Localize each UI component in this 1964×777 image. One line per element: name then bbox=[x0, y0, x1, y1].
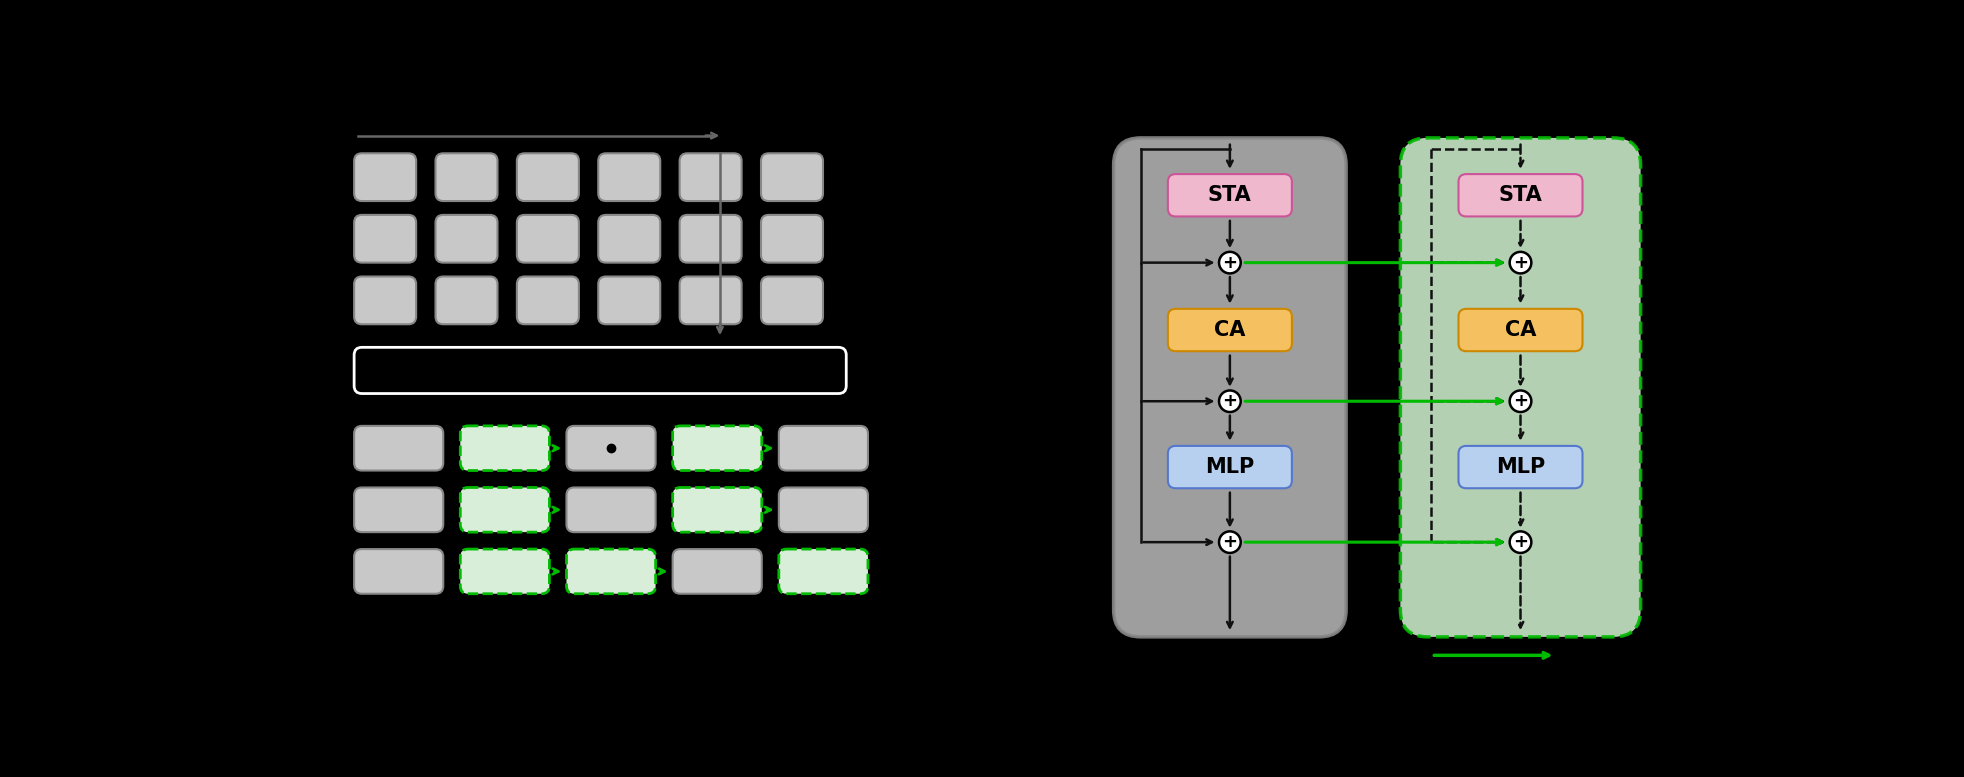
FancyBboxPatch shape bbox=[1114, 138, 1345, 637]
FancyBboxPatch shape bbox=[566, 426, 656, 471]
FancyBboxPatch shape bbox=[672, 549, 762, 594]
Text: +: + bbox=[1222, 253, 1237, 272]
FancyBboxPatch shape bbox=[354, 347, 846, 393]
FancyBboxPatch shape bbox=[436, 153, 497, 201]
FancyBboxPatch shape bbox=[778, 487, 868, 532]
FancyBboxPatch shape bbox=[597, 153, 660, 201]
FancyBboxPatch shape bbox=[354, 277, 416, 324]
FancyBboxPatch shape bbox=[460, 549, 550, 594]
FancyBboxPatch shape bbox=[566, 487, 656, 532]
FancyBboxPatch shape bbox=[460, 487, 550, 532]
Text: STA: STA bbox=[1208, 185, 1251, 205]
FancyBboxPatch shape bbox=[1167, 308, 1290, 351]
Text: +: + bbox=[1512, 253, 1528, 272]
Text: CA: CA bbox=[1504, 320, 1536, 340]
FancyBboxPatch shape bbox=[680, 215, 740, 263]
Text: MLP: MLP bbox=[1495, 457, 1544, 477]
FancyBboxPatch shape bbox=[1457, 446, 1581, 488]
FancyBboxPatch shape bbox=[760, 153, 823, 201]
Circle shape bbox=[1508, 531, 1530, 553]
FancyBboxPatch shape bbox=[1457, 174, 1581, 217]
FancyBboxPatch shape bbox=[778, 426, 868, 471]
FancyBboxPatch shape bbox=[1167, 174, 1290, 217]
FancyBboxPatch shape bbox=[672, 426, 762, 471]
FancyBboxPatch shape bbox=[1457, 308, 1581, 351]
Text: +: + bbox=[1512, 533, 1528, 551]
Text: STA: STA bbox=[1499, 185, 1542, 205]
FancyBboxPatch shape bbox=[680, 277, 740, 324]
FancyBboxPatch shape bbox=[354, 215, 416, 263]
Circle shape bbox=[1508, 252, 1530, 274]
Text: +: + bbox=[1222, 533, 1237, 551]
FancyBboxPatch shape bbox=[597, 277, 660, 324]
FancyBboxPatch shape bbox=[354, 153, 416, 201]
FancyBboxPatch shape bbox=[354, 549, 444, 594]
FancyBboxPatch shape bbox=[566, 549, 656, 594]
Circle shape bbox=[1218, 252, 1239, 274]
FancyBboxPatch shape bbox=[436, 277, 497, 324]
FancyBboxPatch shape bbox=[680, 153, 740, 201]
Circle shape bbox=[1508, 391, 1530, 412]
Text: +: + bbox=[1222, 392, 1237, 410]
FancyBboxPatch shape bbox=[517, 215, 579, 263]
Text: CA: CA bbox=[1214, 320, 1245, 340]
FancyBboxPatch shape bbox=[760, 215, 823, 263]
Text: MLP: MLP bbox=[1204, 457, 1253, 477]
Circle shape bbox=[1218, 391, 1239, 412]
FancyBboxPatch shape bbox=[597, 215, 660, 263]
FancyBboxPatch shape bbox=[672, 487, 762, 532]
FancyBboxPatch shape bbox=[517, 277, 579, 324]
FancyBboxPatch shape bbox=[460, 426, 550, 471]
Circle shape bbox=[1218, 531, 1239, 553]
FancyBboxPatch shape bbox=[760, 277, 823, 324]
FancyBboxPatch shape bbox=[436, 215, 497, 263]
Text: +: + bbox=[1512, 392, 1528, 410]
FancyBboxPatch shape bbox=[1167, 446, 1290, 488]
FancyBboxPatch shape bbox=[354, 487, 444, 532]
FancyBboxPatch shape bbox=[517, 153, 579, 201]
FancyBboxPatch shape bbox=[778, 549, 868, 594]
FancyBboxPatch shape bbox=[354, 426, 444, 471]
FancyBboxPatch shape bbox=[1400, 138, 1640, 637]
